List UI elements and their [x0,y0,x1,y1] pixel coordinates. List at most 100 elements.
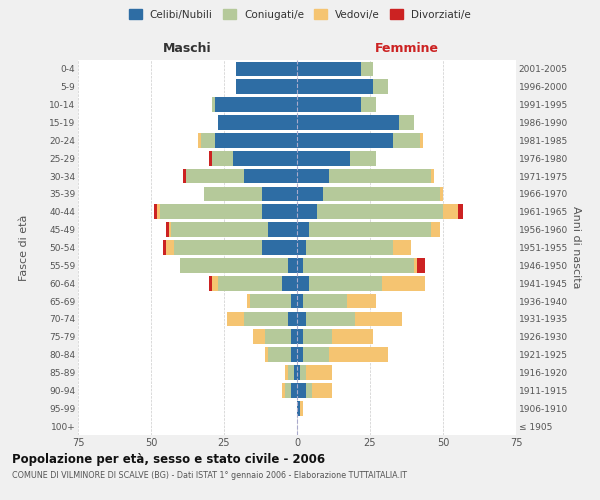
Bar [297,294,303,308]
Text: COMUNE DI VILMINORE DI SCALVE (BG) - Dati ISTAT 1° gennaio 2006 - Elaborazione T: COMUNE DI VILMINORE DI SCALVE (BG) - Dat… [12,470,407,480]
Bar [308,276,382,290]
Bar [458,204,463,219]
Bar [154,204,157,219]
Bar [300,365,306,380]
Bar [172,222,268,237]
Bar [218,276,283,290]
Bar [180,258,288,272]
Bar [306,312,355,326]
Bar [361,98,376,112]
Bar [236,80,297,94]
Bar [183,168,186,184]
Bar [247,294,250,308]
Bar [431,222,440,237]
Bar [227,312,244,326]
Bar [303,348,329,362]
Text: Maschi: Maschi [163,42,212,55]
Bar [262,240,297,255]
Bar [297,401,300,415]
Bar [417,258,425,272]
Bar [291,383,297,398]
Bar [297,133,394,148]
Legend: Celibi/Nubili, Coniugati/e, Vedovi/e, Divorziati/e: Celibi/Nubili, Coniugati/e, Vedovi/e, Di… [125,5,475,24]
Bar [297,383,306,398]
Bar [297,330,303,344]
Bar [303,258,414,272]
Bar [297,80,373,94]
Bar [297,62,361,76]
Bar [253,330,265,344]
Bar [262,204,297,219]
Bar [283,276,297,290]
Bar [297,186,323,201]
Bar [373,80,388,94]
Bar [268,222,297,237]
Bar [244,168,297,184]
Bar [198,133,200,148]
Bar [268,348,291,362]
Bar [166,222,169,237]
Bar [236,62,297,76]
Bar [297,365,300,380]
Bar [306,365,332,380]
Bar [288,312,297,326]
Bar [382,276,425,290]
Bar [355,312,402,326]
Bar [297,276,308,290]
Bar [157,204,160,219]
Bar [212,151,233,166]
Bar [332,330,373,344]
Bar [169,222,172,237]
Bar [297,348,303,362]
Bar [394,133,419,148]
Bar [306,240,394,255]
Bar [297,258,303,272]
Bar [297,312,306,326]
Bar [329,348,388,362]
Bar [306,383,311,398]
Bar [200,133,215,148]
Bar [317,204,443,219]
Bar [440,186,443,201]
Bar [209,276,212,290]
Bar [166,240,175,255]
Bar [443,204,458,219]
Bar [288,365,294,380]
Bar [186,168,244,184]
Bar [291,348,297,362]
Bar [297,115,399,130]
Bar [308,222,431,237]
Bar [323,186,440,201]
Bar [414,258,417,272]
Bar [233,151,297,166]
Bar [286,383,291,398]
Bar [160,204,262,219]
Bar [262,186,297,201]
Bar [297,240,306,255]
Bar [361,62,373,76]
Bar [291,330,297,344]
Bar [399,115,414,130]
Bar [215,98,297,112]
Bar [303,294,347,308]
Text: Femmine: Femmine [374,42,439,55]
Bar [212,98,215,112]
Text: Popolazione per età, sesso e stato civile - 2006: Popolazione per età, sesso e stato civil… [12,452,325,466]
Bar [431,168,434,184]
Bar [291,294,297,308]
Bar [297,222,308,237]
Bar [283,383,286,398]
Bar [218,115,297,130]
Bar [265,348,268,362]
Bar [250,294,291,308]
Bar [297,151,350,166]
Text: Anni di nascita: Anni di nascita [571,206,581,289]
Bar [297,204,317,219]
Bar [394,240,411,255]
Bar [294,365,297,380]
Bar [215,133,297,148]
Bar [311,383,332,398]
Bar [300,401,303,415]
Bar [303,330,332,344]
Bar [203,186,262,201]
